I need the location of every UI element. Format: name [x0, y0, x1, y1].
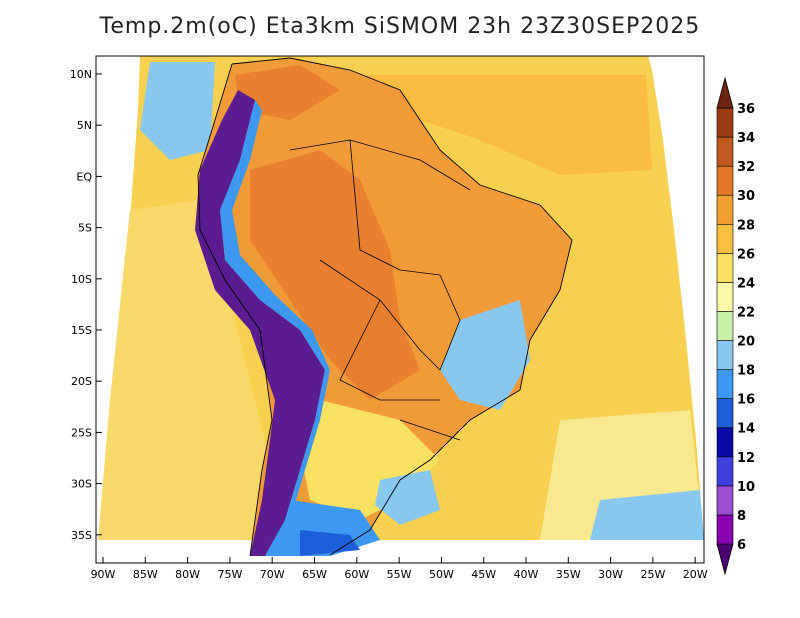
- colorbar-bin: [716, 398, 734, 429]
- colorbar-bin: [716, 223, 734, 254]
- north-hot-band: [235, 65, 340, 120]
- colorbar-bin: [716, 165, 734, 196]
- colorbar-label: 24: [737, 276, 755, 291]
- far-south-atlantic-blue: [590, 490, 704, 540]
- colorbar-label: 28: [737, 218, 755, 233]
- lon-label: 65W: [302, 568, 327, 581]
- patagonia-deep: [300, 530, 360, 556]
- colorbar-bin: [716, 456, 734, 487]
- lon-label: 35W: [556, 568, 581, 581]
- lon-label: 45W: [471, 568, 496, 581]
- lat-label: 20S: [71, 375, 92, 388]
- colorbar-min-arrow: [716, 543, 734, 576]
- lon-label: 80W: [175, 568, 200, 581]
- colorbar-label: 8: [737, 509, 746, 524]
- lon-label: 85W: [133, 568, 158, 581]
- lat-label: 35S: [71, 529, 92, 542]
- colorbar-bin: [716, 136, 734, 167]
- lat-label: EQ: [76, 170, 92, 183]
- colorbar-label: 6: [737, 538, 746, 553]
- colorbar-label: 10: [737, 480, 755, 495]
- lon-label: 30W: [598, 568, 623, 581]
- latitude-axis: 10N 5N EQ 5S 10S 15S 20S 25S 30S 35S: [70, 68, 102, 542]
- colorbar-bin: [716, 369, 734, 399]
- colorbar-bin: [716, 107, 734, 138]
- lon-label: 70W: [260, 568, 285, 581]
- lat-label: 5N: [77, 119, 92, 132]
- map-frame: [95, 55, 705, 564]
- cool-ocean-region: [98, 200, 270, 540]
- colorbar-label: 16: [737, 393, 755, 408]
- colorbar-label: 18: [737, 364, 755, 379]
- lon-label: 90W: [91, 568, 116, 581]
- longitude-axis: 90W 85W 80W 75W 70W 65W 60W 55W 50W 45W 40W 35W 30W 2…: [91, 557, 708, 581]
- coastline: [197, 57, 573, 557]
- andes-ridge: [195, 90, 325, 556]
- colorbar-label: 20: [737, 335, 755, 350]
- colorbar-bin: [716, 253, 734, 283]
- colorbar-label: 34: [737, 131, 755, 146]
- lon-label: 75W: [217, 568, 242, 581]
- lon-label: 55W: [387, 568, 412, 581]
- colorbar-label: 22: [737, 305, 755, 320]
- south-brazil-cool: [375, 470, 440, 525]
- pacific-blue-patch: [140, 62, 215, 160]
- lat-label: 25S: [71, 426, 92, 439]
- lat-label: 10N: [70, 68, 92, 81]
- lat-label: 30S: [71, 478, 92, 491]
- colorbar-label: 32: [737, 160, 755, 175]
- colorbar-bin: [716, 340, 734, 370]
- lon-label: 50W: [429, 568, 454, 581]
- colorbar: 6 8 10 12 14 16 18 20 22 24 26 28 30 32 34 36: [716, 76, 755, 576]
- lat-label: 15S: [71, 324, 92, 337]
- colorbar-label: 26: [737, 247, 755, 262]
- lat-label: 10S: [71, 273, 92, 286]
- se-brazil-highlands: [440, 300, 530, 410]
- colorbar-bin: [716, 282, 734, 312]
- lon-label: 20W: [683, 568, 708, 581]
- colorbar-bin: [716, 427, 734, 458]
- country-borders: [289, 139, 471, 441]
- lon-label: 25W: [640, 568, 665, 581]
- colorbar-label: 36: [737, 102, 755, 117]
- lon-label: 40W: [514, 568, 539, 581]
- colorbar-label: 12: [737, 451, 755, 466]
- andes-edge: [220, 100, 330, 556]
- colorbar-max-arrow: [716, 76, 734, 109]
- colorbar-label: 14: [737, 422, 755, 437]
- colorbar-bin: [716, 194, 734, 225]
- lat-label: 5S: [78, 222, 92, 235]
- hot-interior: [250, 150, 420, 400]
- lon-label: 60W: [344, 568, 369, 581]
- colorbar-bin: [716, 514, 734, 545]
- colorbar-bin: [716, 311, 734, 341]
- warm-ocean-region: [360, 75, 652, 175]
- colorbar-bin: [716, 485, 734, 516]
- colorbar-label: 30: [737, 189, 755, 204]
- map-title: Temp.2m(oC) Eta3km SiSMOM 23h 23Z30SEP20…: [99, 14, 701, 39]
